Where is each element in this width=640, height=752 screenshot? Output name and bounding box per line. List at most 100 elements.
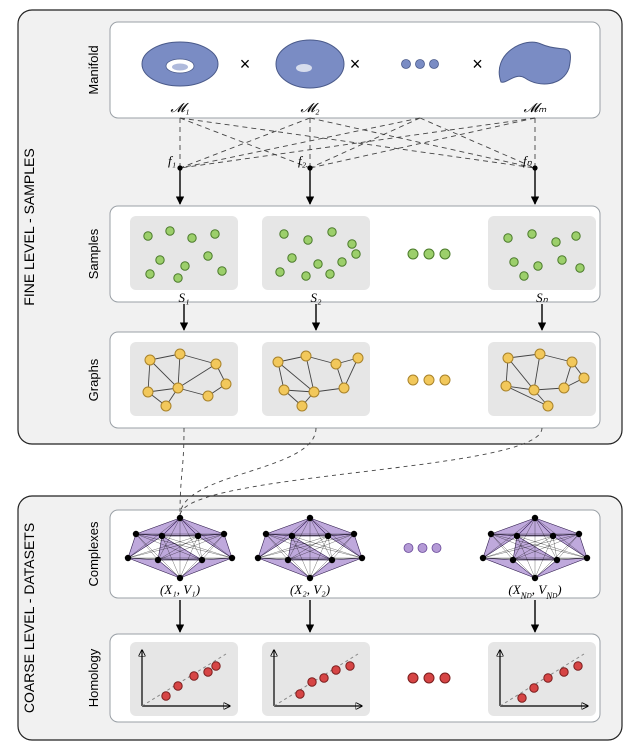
graph-node xyxy=(203,391,213,401)
ellipsis-icon xyxy=(408,249,418,259)
complex-node xyxy=(125,555,131,561)
ellipsis-icon xyxy=(408,375,418,385)
graph-node xyxy=(273,357,283,367)
complex-label: (X₁, V₁) xyxy=(160,582,200,597)
ellipsis-icon xyxy=(430,60,439,69)
sample-point xyxy=(174,274,182,282)
complex-node xyxy=(550,533,556,539)
complex-node xyxy=(177,515,183,521)
sample-point xyxy=(181,262,189,270)
graph-node xyxy=(559,383,569,393)
row-label-manifold: Manifold xyxy=(86,45,101,94)
complex-node xyxy=(584,555,590,561)
sample-point xyxy=(534,262,542,270)
complex-node xyxy=(229,555,235,561)
complex-node xyxy=(307,575,313,581)
complex-node xyxy=(289,533,295,539)
graph-node xyxy=(579,373,589,383)
complex-node xyxy=(159,533,165,539)
sample-tile xyxy=(488,216,596,290)
complex-node xyxy=(255,555,261,561)
sample-point xyxy=(156,256,164,264)
graph-node xyxy=(279,385,289,395)
graph-node xyxy=(301,351,311,361)
sample-point xyxy=(348,240,356,248)
ellipsis-icon xyxy=(424,249,434,259)
persistence-point xyxy=(530,684,538,692)
graph-node xyxy=(543,401,553,411)
sample-point xyxy=(338,258,346,266)
cross-icon: × xyxy=(350,54,361,74)
sample-point xyxy=(276,268,284,276)
sample-point xyxy=(304,236,312,244)
f-label: f₂ xyxy=(298,153,307,168)
sample-point xyxy=(576,264,584,272)
ellipsis-icon xyxy=(416,60,425,69)
graph-node xyxy=(339,383,349,393)
ellipsis-icon xyxy=(424,673,434,683)
sample-point xyxy=(558,256,566,264)
sample-point xyxy=(218,267,226,275)
ellipsis-icon xyxy=(440,673,450,683)
complex-node xyxy=(325,533,331,539)
graph-node xyxy=(145,355,155,365)
cross-icon: × xyxy=(472,54,483,74)
graph-node xyxy=(529,385,539,395)
graph-node xyxy=(535,349,545,359)
sample-point xyxy=(528,230,536,238)
manifold-label: 𝓜₂ xyxy=(300,100,320,115)
ellipsis-icon xyxy=(402,60,411,69)
sample-point xyxy=(188,234,196,242)
ellipsis-icon xyxy=(432,544,441,553)
graph-node xyxy=(143,387,153,397)
sample-point xyxy=(204,252,212,260)
complex-node xyxy=(532,515,538,521)
complex-node xyxy=(263,531,269,537)
graph-node xyxy=(221,379,231,389)
complex-node xyxy=(199,557,205,563)
complex-node xyxy=(221,531,227,537)
persistence-point xyxy=(204,668,212,676)
persistence-point xyxy=(320,674,328,682)
ellipsis-icon xyxy=(440,249,450,259)
complex-label: (X₂, V₂) xyxy=(290,582,330,597)
graph-node xyxy=(567,357,577,367)
cross-icon: × xyxy=(240,54,251,74)
ellipsis-icon xyxy=(408,673,418,683)
complex-node xyxy=(177,575,183,581)
f-label: fₙ xyxy=(523,153,533,168)
sample-label: S₁ xyxy=(178,290,189,305)
persistence-point xyxy=(212,662,220,670)
sample-point xyxy=(510,258,518,266)
sample-point xyxy=(326,270,334,278)
manifold-label: 𝓜₁ xyxy=(170,100,189,115)
persistence-point xyxy=(308,678,316,686)
manifold-label: 𝓜ₘ xyxy=(524,100,548,115)
panel-label: FINE LEVEL - SAMPLES xyxy=(21,148,37,305)
sample-tile xyxy=(130,216,238,290)
complex-node xyxy=(554,557,560,563)
graph-node xyxy=(211,359,221,369)
sample-point xyxy=(211,230,219,238)
sample-point xyxy=(520,272,528,280)
graph-node xyxy=(501,381,511,391)
graph-node xyxy=(353,353,363,363)
persistence-point xyxy=(162,692,170,700)
sample-point xyxy=(280,230,288,238)
graph-node xyxy=(173,383,183,393)
ellipsis-icon xyxy=(404,544,413,553)
sample-point xyxy=(146,270,154,278)
complex-node xyxy=(195,533,201,539)
persistence-point xyxy=(190,672,198,680)
ellipsis-icon xyxy=(424,375,434,385)
persistence-point xyxy=(544,674,552,682)
homology-tile xyxy=(262,642,370,716)
sample-point xyxy=(352,250,360,258)
complex-node xyxy=(359,555,365,561)
sample-point xyxy=(314,260,322,268)
sample-label: S₂ xyxy=(310,290,322,305)
sample-point xyxy=(328,228,336,236)
complex-node xyxy=(155,557,161,563)
persistence-point xyxy=(296,690,304,698)
row-label-graphs: Graphs xyxy=(86,358,101,401)
